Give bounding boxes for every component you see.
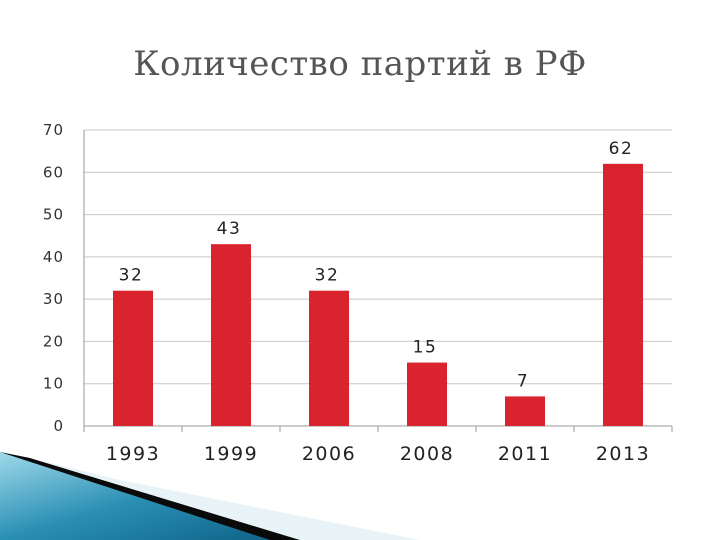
bar-2008 [407,362,447,426]
x-tick-label: 1993 [106,443,160,465]
grid-lines [84,129,672,385]
data-label: 62 [609,139,634,159]
data-labels: 32 43 32 15 7 62 [119,139,634,392]
data-label: 32 [315,266,340,286]
x-tick-labels: 1993 1999 2006 2008 2011 2013 [106,443,650,465]
x-tick-label: 2011 [498,443,552,465]
data-label: 32 [119,266,144,286]
y-tick-label: 30 [43,290,64,308]
y-tick-label: 70 [43,121,64,139]
x-tick-label: 2008 [400,443,454,465]
y-tick-label: 50 [43,206,64,224]
bar-1999 [211,244,251,426]
y-tick-label: 40 [43,248,64,266]
y-tick-label: 10 [43,375,64,393]
x-tick-label: 1999 [204,443,258,465]
black-swoosh-shape [0,452,300,540]
bar-2006 [309,290,349,426]
data-label: 7 [517,371,529,391]
data-label: 43 [217,219,242,239]
bar-2013 [603,163,643,427]
bar-2011 [505,396,545,426]
bars [113,163,643,427]
data-label: 15 [413,338,438,358]
y-tick-label: 60 [43,163,64,181]
bar-1993 [113,290,153,426]
x-tick-label: 2006 [302,443,356,465]
axes [83,130,673,432]
x-tick-label: 2013 [596,443,650,465]
y-tick-label: 20 [43,332,64,350]
y-tick-labels: 0 10 20 30 40 50 60 70 [43,121,64,435]
chart-title: Количество партий в РФ [133,44,587,84]
y-tick-label: 0 [53,417,64,435]
